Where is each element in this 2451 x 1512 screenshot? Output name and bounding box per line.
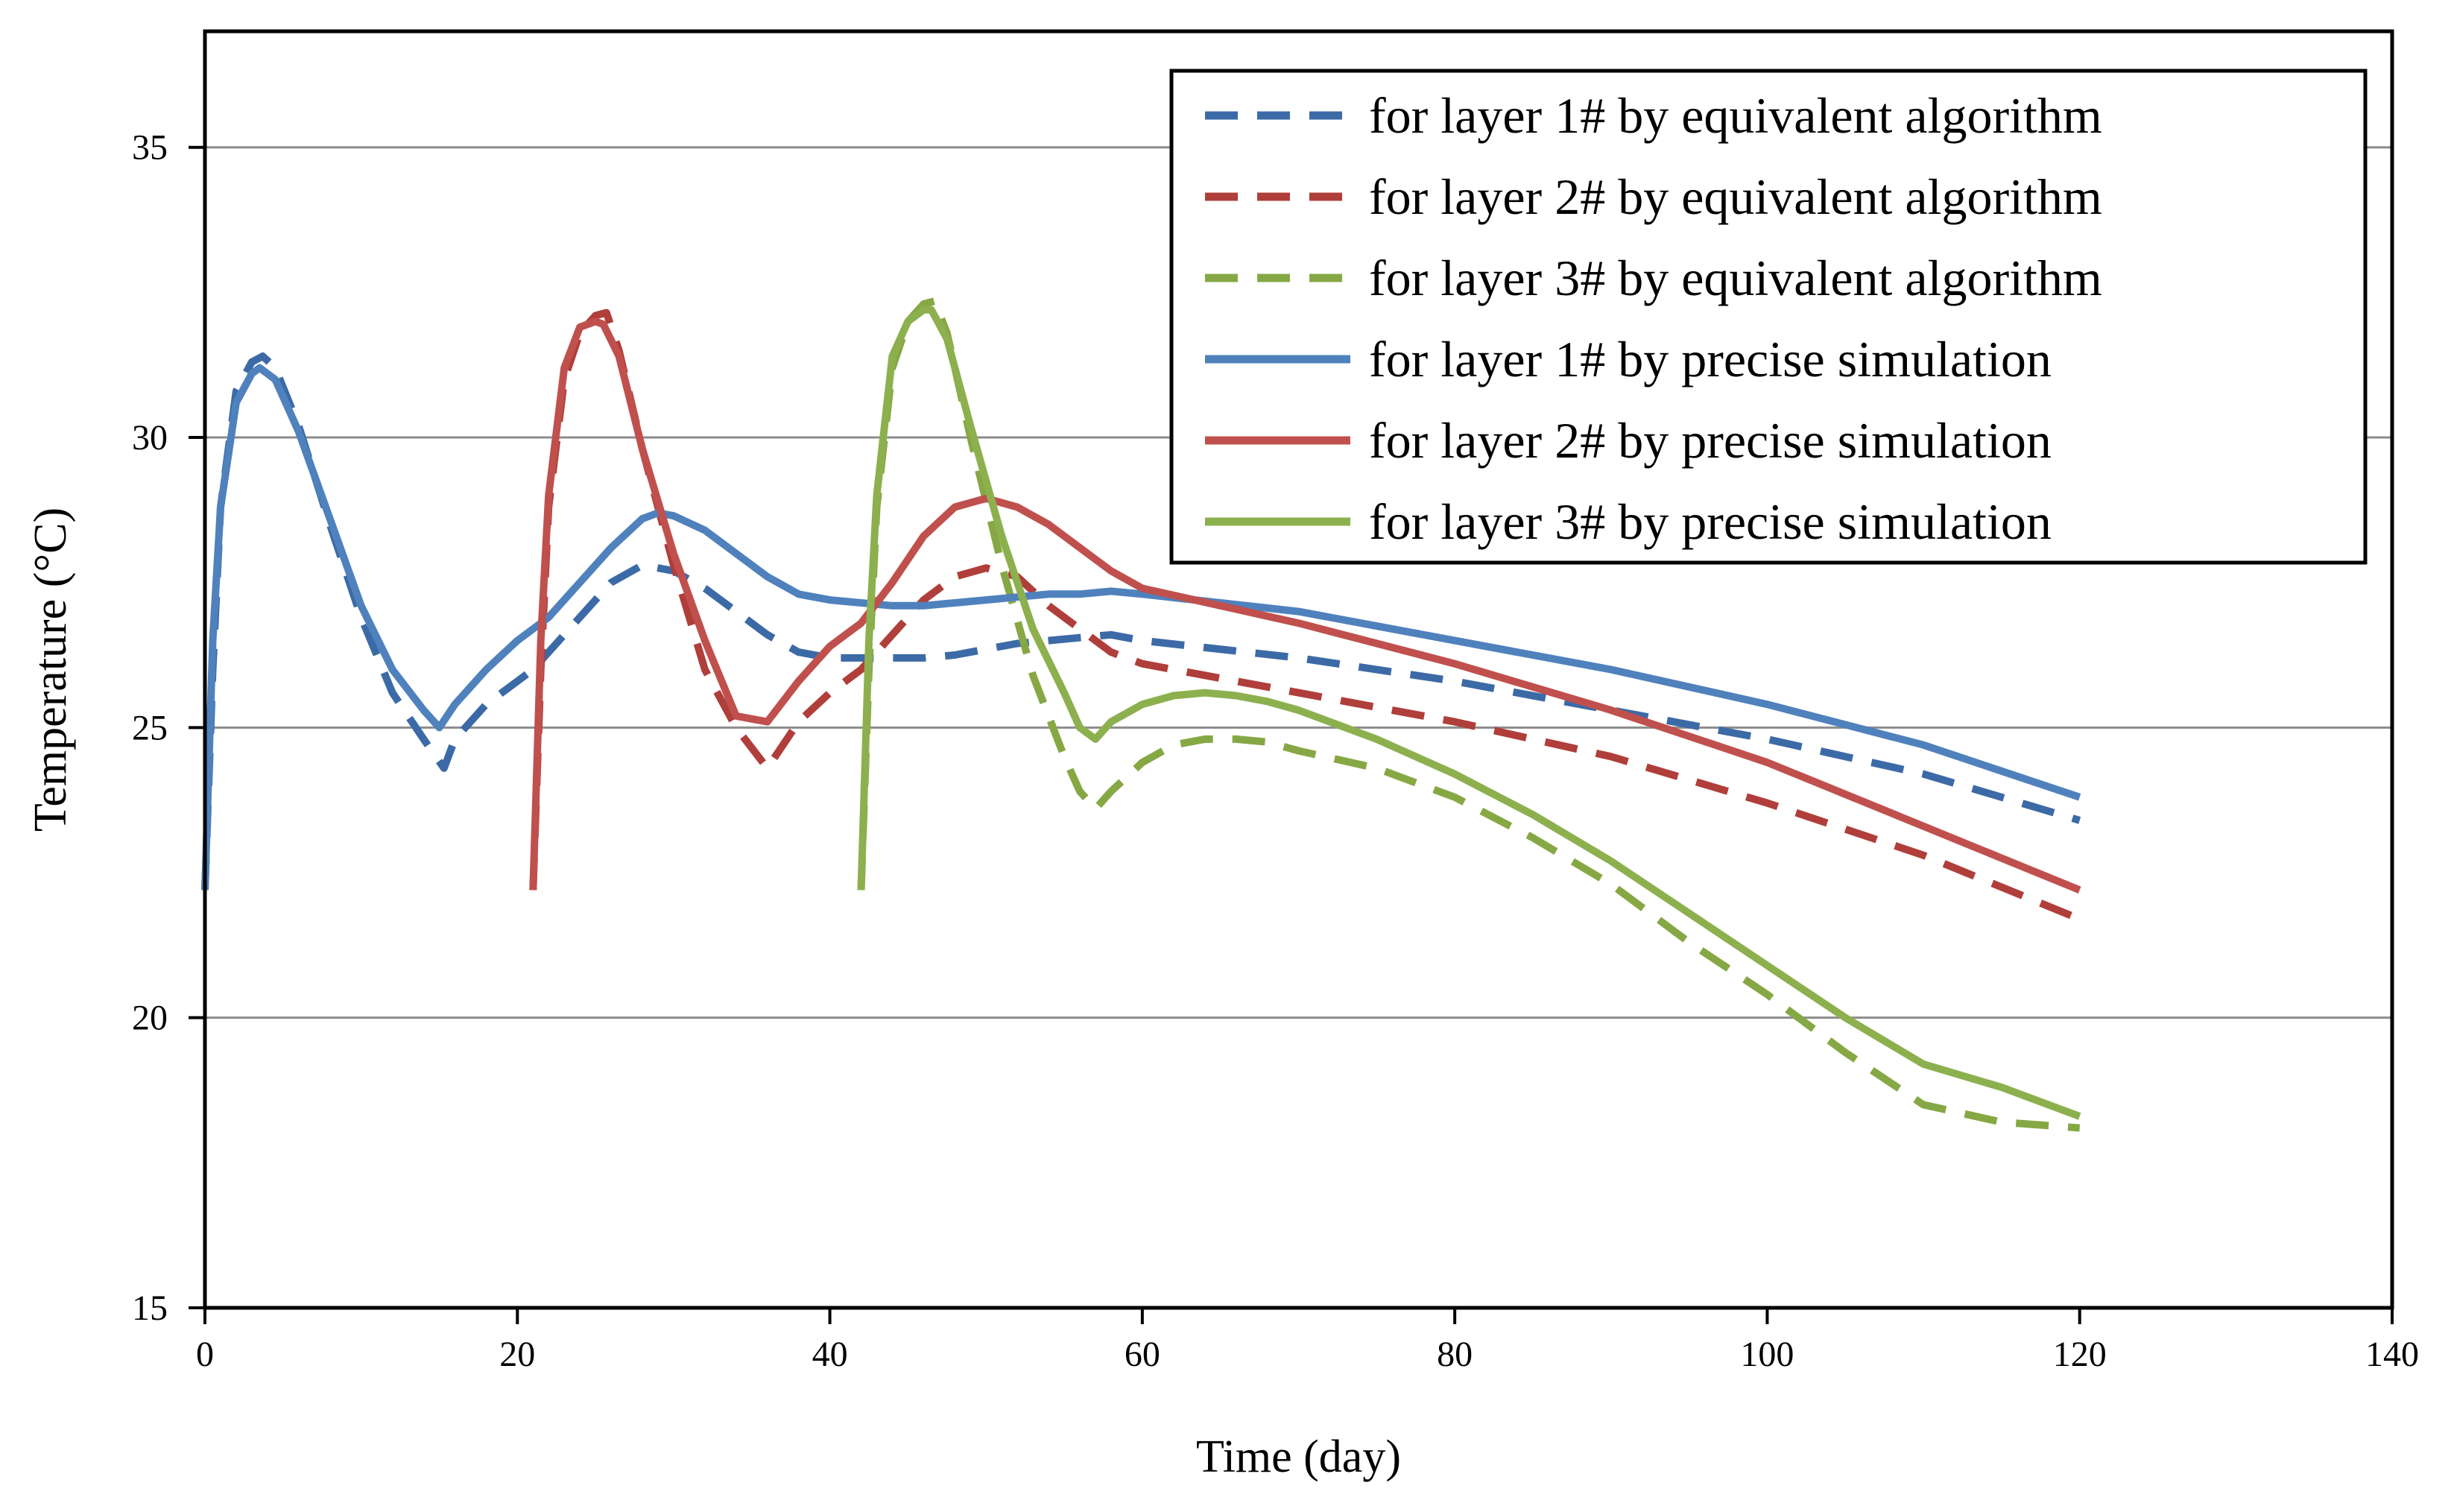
x-tick-label: 100: [1740, 1335, 1794, 1374]
series-line-2: [529, 309, 2081, 923]
x-tick-label: 20: [499, 1335, 535, 1374]
legend: for layer 1# by equivalent algorithm for …: [1169, 69, 2368, 565]
x-tick-label: 60: [1125, 1335, 1160, 1374]
series-line-4: [201, 364, 2081, 891]
x-tick-label: 120: [2053, 1335, 2107, 1374]
legend-label: for layer 2# by precise simulation: [1369, 412, 2052, 469]
series-line-6: [857, 306, 2081, 1120]
legend-label: for layer 1# by precise simulation: [1369, 331, 2052, 388]
legend-label: for layer 1# by equivalent algorithm: [1369, 87, 2102, 144]
legend-label: for layer 3# by equivalent algorithm: [1369, 250, 2102, 306]
x-axis-title: Time (day): [1196, 1432, 1401, 1482]
x-tick-label: 40: [812, 1335, 848, 1374]
y-tick-label: 35: [132, 128, 168, 168]
plot-area-frame: [203, 29, 2394, 1310]
axis-ticks: 15 20 25 30 35 0 20 40 60 80 100 120 140: [132, 128, 2419, 1374]
y-axis-title: Temperature (°C): [25, 507, 76, 832]
y-tick-label: 20: [132, 999, 168, 1038]
series-line-3: [857, 297, 2081, 1132]
x-tick-label: 0: [196, 1335, 214, 1374]
series-line-5: [529, 317, 2081, 894]
legend-box: [1169, 69, 2368, 565]
legend-label: for layer 3# by precise simulation: [1369, 493, 2052, 550]
legend-label: for layer 2# by equivalent algorithm: [1369, 168, 2102, 225]
y-tick-label: 15: [132, 1288, 168, 1328]
y-tick-label: 30: [132, 418, 168, 458]
y-tick-label: 25: [132, 708, 168, 747]
x-tick-label: 140: [2365, 1335, 2419, 1374]
x-tick-label: 80: [1437, 1335, 1473, 1374]
series-layer: [201, 297, 2081, 1132]
